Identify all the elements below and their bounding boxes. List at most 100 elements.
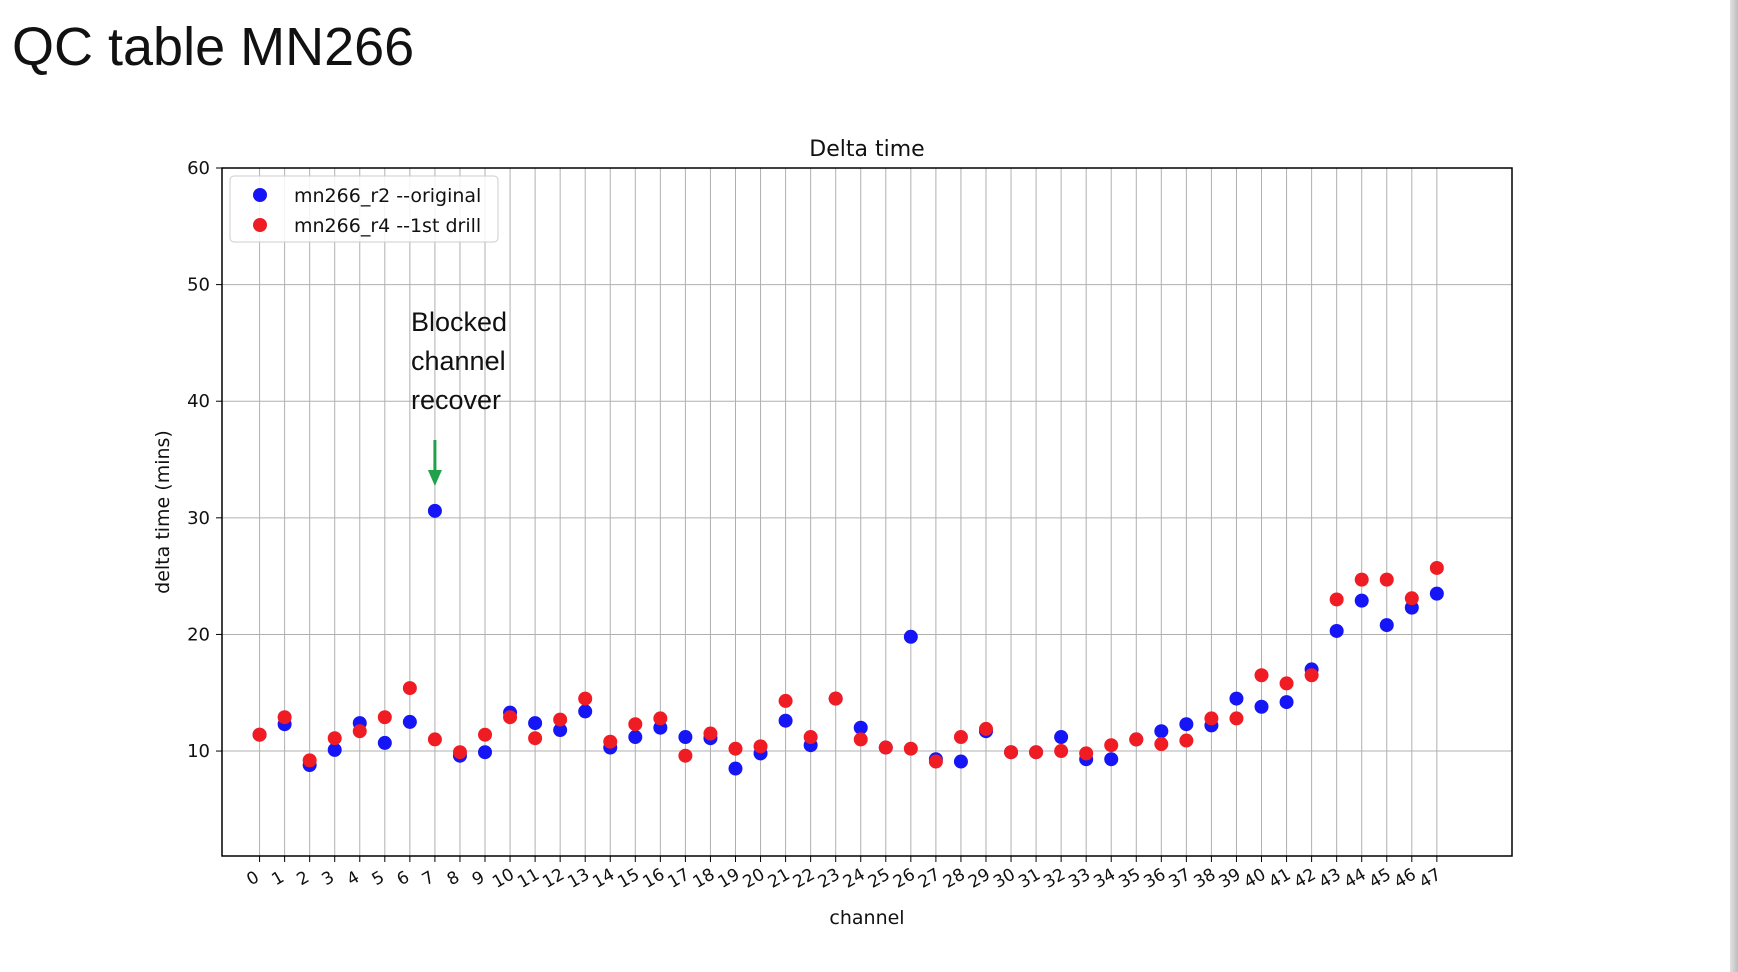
data-point-s1-ch34	[1104, 738, 1119, 753]
x-tick-label-46: 46	[1391, 865, 1420, 893]
data-point-s1-ch20	[753, 739, 768, 754]
data-point-s0-ch41	[1279, 695, 1294, 710]
x-tick-label-6: 6	[394, 867, 413, 890]
data-point-s1-ch43	[1329, 592, 1344, 607]
data-point-s1-ch32	[1054, 744, 1069, 759]
data-point-s0-ch36	[1154, 724, 1169, 739]
x-axis-ticks: 0 1 2 3 4 5 6 7 8 9 101112131415161718192021222324…	[243, 856, 1445, 893]
x-tick-label-44: 44	[1341, 865, 1370, 893]
x-tick-label-20: 20	[740, 865, 769, 893]
data-point-s0-ch15	[628, 730, 643, 745]
data-point-s0-ch44	[1354, 593, 1369, 608]
x-tick-label-40: 40	[1241, 865, 1270, 893]
x-tick-label-23: 23	[815, 865, 844, 893]
data-point-s1-ch4	[352, 724, 367, 739]
data-point-s1-ch42	[1304, 668, 1319, 683]
data-point-s0-ch45	[1379, 618, 1394, 633]
y-axis-ticks: 10 20 30 40 50 60	[187, 158, 222, 762]
x-tick-label-16: 16	[639, 865, 668, 893]
data-point-s0-ch7	[427, 503, 442, 518]
legend-box	[229, 175, 499, 243]
x-tick-label-5: 5	[369, 867, 388, 890]
annotation-line-2: channel	[411, 346, 506, 376]
data-point-s1-ch12	[553, 712, 568, 727]
annotation-arrow	[427, 440, 442, 486]
x-tick-label-2: 2	[293, 867, 312, 890]
x-tick-label-35: 35	[1115, 865, 1144, 893]
x-tick-label-24: 24	[840, 865, 869, 893]
legend-label-1st-drill: mn266_r4 --1st drill	[294, 215, 481, 237]
data-point-s1-ch6	[402, 681, 417, 696]
data-point-s0-ch39	[1229, 691, 1244, 706]
data-point-s1-ch33	[1079, 746, 1094, 761]
data-point-s1-ch7	[427, 732, 442, 747]
data-point-s1-ch21	[778, 693, 793, 708]
x-tick-label-19: 19	[715, 865, 744, 893]
data-point-s0-ch9	[478, 745, 493, 760]
x-tick-label-17: 17	[665, 865, 694, 893]
data-point-s0-ch21	[778, 713, 793, 728]
x-tick-label-13: 13	[564, 865, 593, 893]
data-point-s0-ch34	[1104, 752, 1119, 767]
data-point-s1-ch23	[828, 691, 843, 706]
data-point-s1-ch2	[302, 753, 317, 768]
data-point-s1-ch47	[1429, 560, 1444, 575]
data-point-s1-ch35	[1129, 732, 1144, 747]
x-tick-label-47: 47	[1416, 865, 1445, 893]
plot-frame	[221, 167, 1513, 857]
y-tick-label-20: 20	[187, 624, 210, 645]
data-point-s0-ch24	[853, 720, 868, 735]
data-point-s1-ch39	[1229, 711, 1244, 726]
data-point-s1-ch18	[703, 726, 718, 741]
y-tick-label-10: 10	[187, 741, 210, 762]
data-point-s1-ch16	[653, 711, 668, 726]
data-point-s1-ch0	[252, 727, 267, 742]
y-tick-label-40: 40	[187, 391, 210, 412]
data-point-s1-ch27	[928, 754, 943, 769]
x-tick-label-30: 30	[990, 865, 1019, 893]
data-point-s1-ch14	[603, 734, 618, 749]
annotation-line-1: Blocked	[411, 307, 508, 337]
data-point-s1-ch5	[377, 710, 392, 725]
data-point-s1-ch15	[628, 717, 643, 732]
y-tick-label-50: 50	[187, 275, 210, 296]
x-tick-label-21: 21	[765, 865, 794, 893]
data-point-s0-ch28	[953, 754, 968, 769]
x-tick-label-39: 39	[1216, 865, 1245, 893]
data-point-s1-ch10	[503, 710, 518, 725]
x-tick-label-8: 8	[444, 867, 463, 890]
x-axis-label: channel	[829, 907, 904, 929]
x-tick-label-26: 26	[890, 865, 919, 893]
y-tick-label-30: 30	[187, 508, 210, 529]
y-tick-label-60: 60	[187, 158, 210, 179]
x-tick-label-12: 12	[539, 865, 568, 893]
x-tick-label-18: 18	[690, 865, 719, 893]
data-point-s0-ch6	[402, 714, 417, 729]
data-point-s0-ch3	[327, 742, 342, 757]
x-tick-label-1: 1	[268, 867, 287, 890]
data-point-s1-ch30	[1004, 745, 1019, 760]
x-tick-label-10: 10	[489, 865, 518, 893]
grid-lines	[222, 167, 1512, 856]
data-point-s1-ch24	[853, 732, 868, 747]
data-point-s0-ch5	[377, 735, 392, 750]
x-tick-label-33: 33	[1065, 865, 1094, 893]
legend-marker-original	[253, 188, 267, 202]
data-points	[252, 503, 1444, 776]
x-tick-label-36: 36	[1140, 865, 1169, 893]
annotation-arrow-head	[427, 470, 442, 486]
legend: mn266_r2 --original mn266_r4 --1st drill	[229, 175, 499, 243]
data-point-s1-ch45	[1379, 572, 1394, 587]
x-tick-label-29: 29	[965, 865, 994, 893]
data-point-s0-ch17	[678, 730, 693, 745]
x-tick-label-9: 9	[469, 867, 488, 890]
data-point-s0-ch13	[578, 704, 593, 719]
data-point-s1-ch46	[1404, 591, 1419, 606]
x-tick-label-45: 45	[1366, 865, 1395, 893]
data-point-s1-ch3	[327, 731, 342, 746]
data-point-s1-ch40	[1254, 668, 1269, 683]
x-tick-label-4: 4	[344, 867, 363, 890]
x-tick-label-31: 31	[1015, 865, 1044, 893]
data-point-s1-ch37	[1179, 733, 1194, 748]
